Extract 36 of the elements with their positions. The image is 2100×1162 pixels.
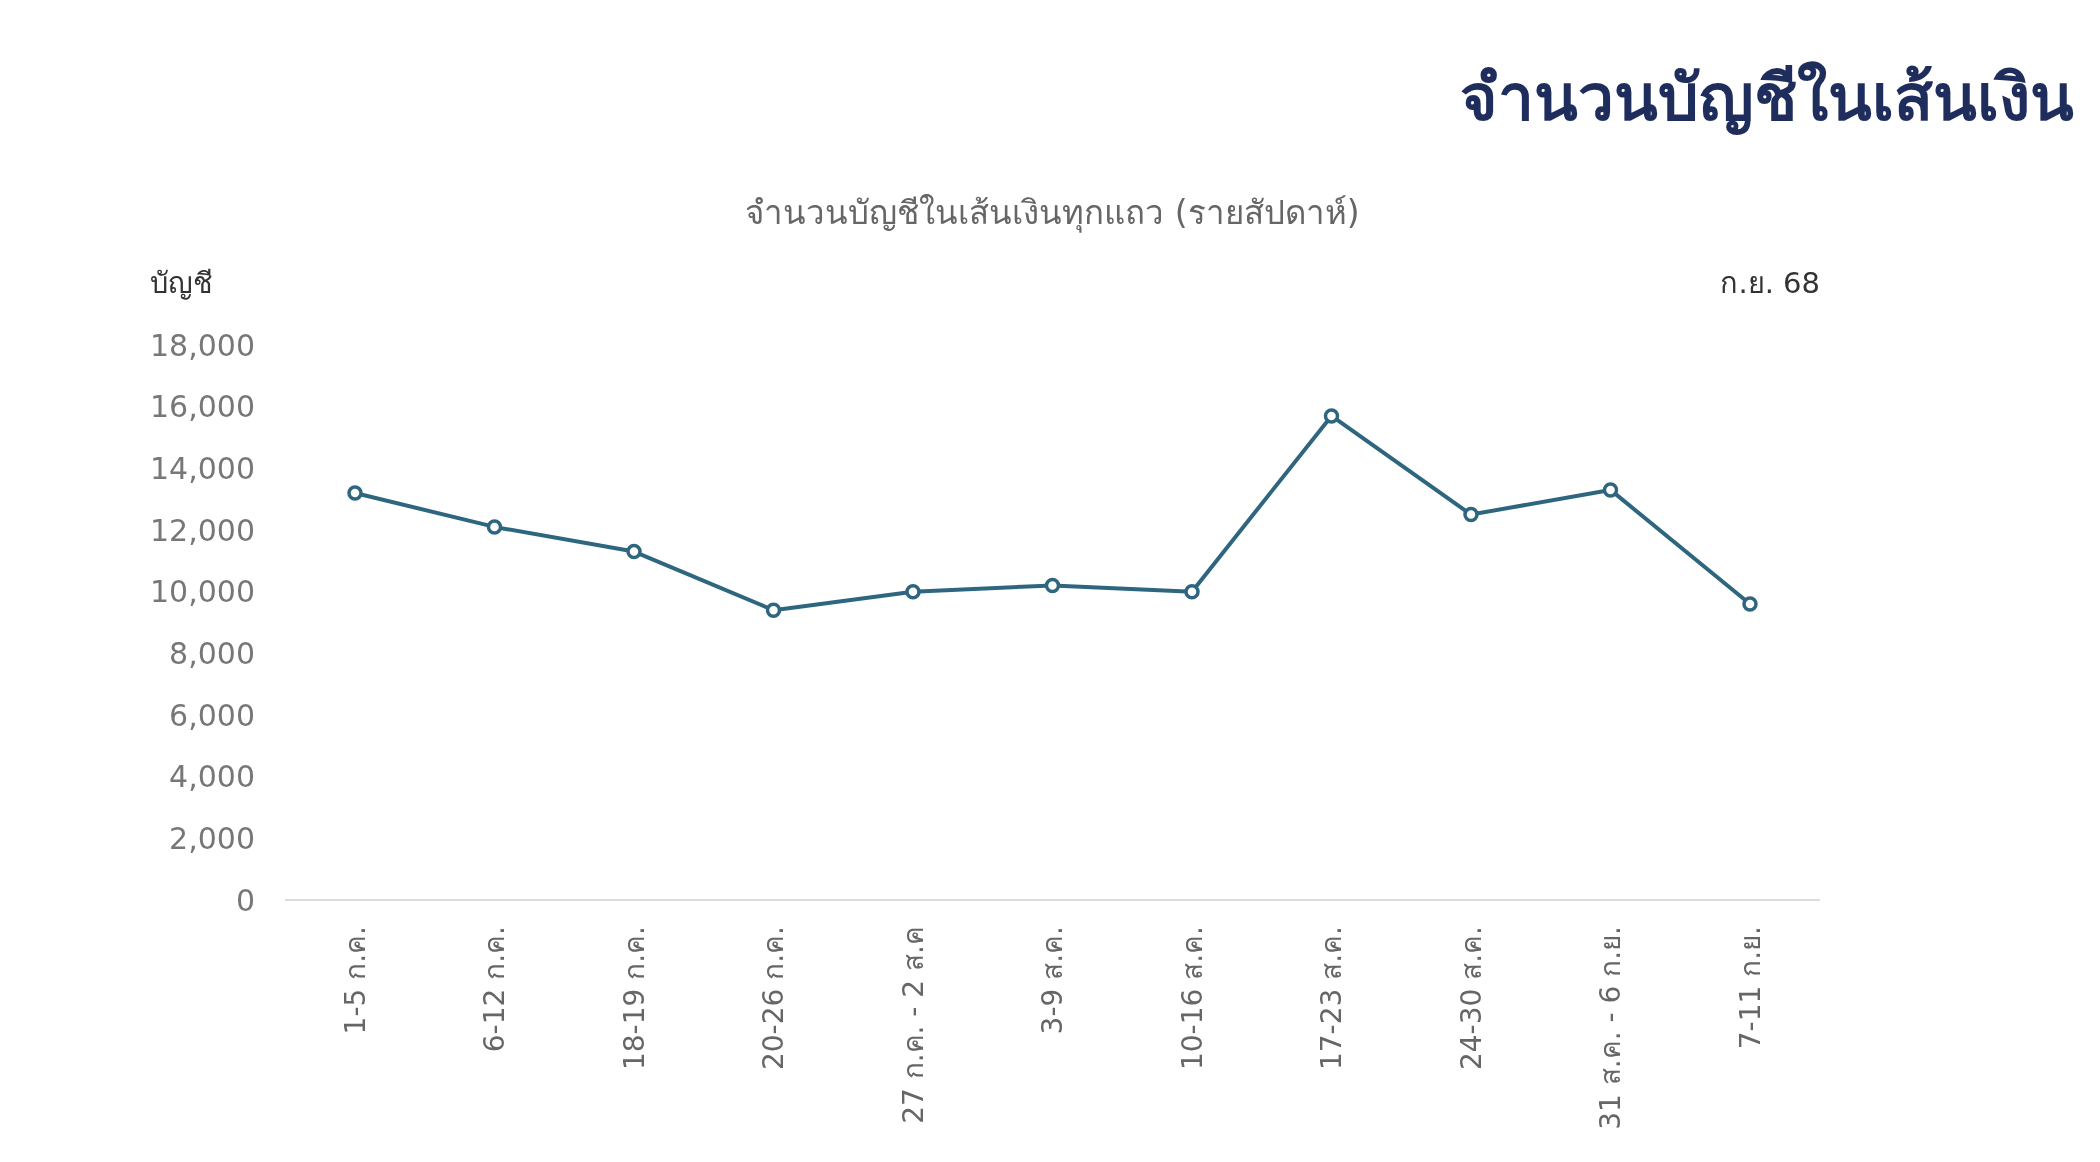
- x-tick-label: 18-19 ก.ค.: [617, 926, 651, 1071]
- point: [1742, 596, 1758, 612]
- x-tick-label: 6-12 ก.ค.: [478, 926, 511, 1053]
- x-tick-label: 17-23 ส.ค.: [1315, 926, 1348, 1071]
- y-tick-label: 2,000: [169, 820, 255, 856]
- point: [1044, 577, 1061, 594]
- x-tick-label: 27 ก.ค. - 2 ส.ค: [896, 926, 930, 1124]
- y-tick-label: 0: [235, 882, 255, 918]
- point: [1184, 583, 1200, 600]
- y-tick-label: 18,000: [150, 327, 255, 363]
- point: [626, 543, 642, 560]
- x-tick-label: 20-26 ก.ค.: [757, 926, 790, 1071]
- y-tick-label: 16,000: [150, 389, 255, 425]
- point: [347, 485, 363, 501]
- point: [1463, 506, 1479, 523]
- x-tick-label: 7-11 ก.ย.: [1733, 926, 1767, 1050]
- y-tick-label: 14,000: [150, 450, 255, 486]
- point: [1323, 408, 1340, 424]
- point: [765, 602, 782, 618]
- point: [1602, 482, 1619, 498]
- y-tick-label: 10,000: [150, 574, 255, 610]
- x-tick-label: 1-5 ก.ค.: [338, 926, 372, 1035]
- x-tick-label: 10-16 ส.ค.: [1175, 926, 1209, 1071]
- point: [486, 519, 503, 535]
- y-tick-label: 8,000: [169, 635, 255, 671]
- y-tick-label: 4,000: [169, 759, 255, 795]
- y-tick-label: 6,000: [169, 697, 255, 733]
- x-tick-label: 3-9 ส.ค.: [1036, 926, 1069, 1035]
- y-axis-title: บัญชี: [150, 265, 213, 302]
- text: ก.ย. 68: [1720, 265, 1820, 302]
- point: [905, 583, 921, 600]
- y-tick-label: 12,000: [150, 512, 255, 548]
- chart-title: จำนวนบัญชีในเส้นเงิน: [1460, 60, 2074, 137]
- x-tick-label: 31 ส.ค. - 6 ก.ย.: [1594, 926, 1627, 1130]
- chart-subtitle: จำนวนบัญชีในเส้นเงินทุกแถว (รายสัปดาห์): [744, 192, 1361, 235]
- x-tick-label: 24-30 ส.ค.: [1454, 926, 1488, 1071]
